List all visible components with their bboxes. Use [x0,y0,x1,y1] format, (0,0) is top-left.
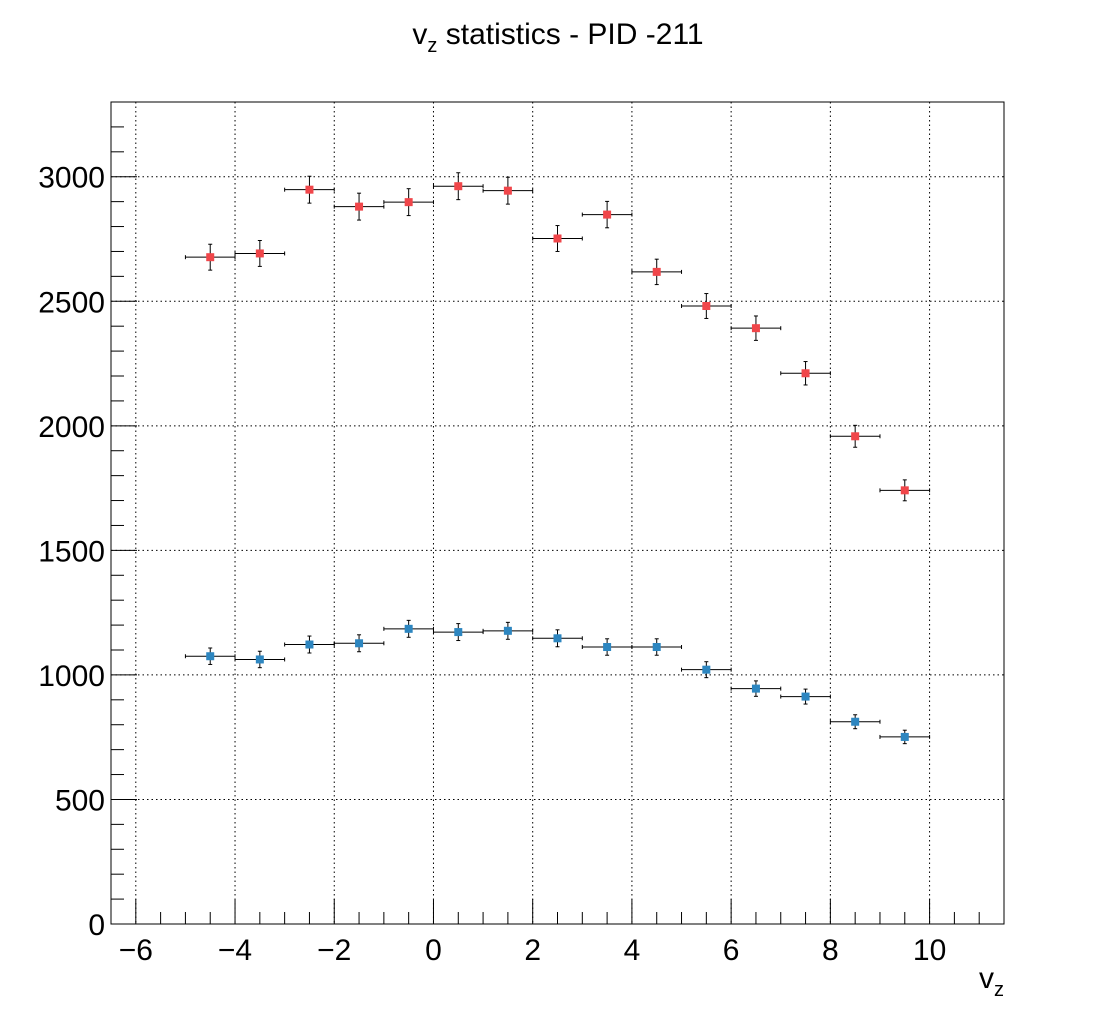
marker [305,185,314,194]
data-point [333,634,385,653]
marker [801,692,810,701]
y-tick-label: 1000 [38,660,105,693]
data-point [730,680,782,697]
data-point [681,293,732,319]
data-point [284,635,335,654]
marker [305,640,314,649]
marker [702,665,711,674]
x-tick-label: 2 [524,934,541,967]
marker [652,267,661,276]
y-tick-label: 1500 [38,535,105,568]
data-point [631,638,683,656]
data-point [432,623,484,642]
series-layer [184,172,931,745]
marker [603,210,612,219]
series-2 [184,619,931,745]
data-point [730,315,782,341]
y-tick-label: 0 [88,909,105,942]
marker [702,302,711,311]
chart-title-sub: z [427,35,437,57]
marker [553,634,562,643]
data-point [681,661,732,679]
x-tick-label: −2 [317,934,351,967]
x-axis-title: vz [979,962,1004,1001]
data-point [482,176,534,205]
data-point [184,647,236,665]
data-point [234,650,286,669]
marker [503,186,512,195]
y-tick-label: 500 [55,784,105,817]
x-tick-label: 6 [723,934,740,967]
x-axis-title-base: v [979,962,994,995]
marker [206,652,215,661]
data-point [184,243,236,271]
marker [404,198,413,207]
chart-title-rest: statistics - PID -211 [437,18,703,51]
marker [404,624,413,633]
marker [751,684,760,693]
marker [255,249,264,258]
series-1 [184,172,931,502]
data-point [829,714,881,730]
marker [900,732,909,741]
data-point [383,619,434,638]
chart-title-base: v [412,18,427,51]
marker [454,182,463,191]
x-tick-label: −6 [119,934,153,967]
marker [255,655,264,664]
data-point [532,629,583,648]
marker [355,202,364,211]
y-tick-label: 2000 [38,411,105,444]
x-tick-label: 8 [822,934,839,967]
marker [603,643,612,652]
data-point [284,175,335,204]
data-point [631,258,683,286]
data-point [333,192,385,221]
chart-title: vz statistics - PID -211 [412,18,703,57]
y-tick-label: 2500 [38,286,105,319]
data-point [581,638,633,656]
data-point [234,239,286,267]
marker [553,234,562,243]
axis-ticks: −6 −4 −2 0 2 4 6 8 10 0 500 1000 1500 2000 2500 3000 [38,101,1005,967]
data-point [780,688,831,705]
data-point [829,424,881,448]
x-axis-title-sub: z [994,979,1004,1001]
data-point [482,621,534,640]
data-point [581,200,633,229]
marker [801,369,810,378]
data-point [432,172,484,201]
marker [503,626,512,635]
grid [111,102,1004,924]
marker [355,639,364,648]
marker [851,717,860,726]
marker [652,643,661,652]
x-tick-label: 4 [624,934,641,967]
data-point [879,729,931,745]
marker [900,486,909,495]
data-point [532,225,583,252]
data-point [879,479,931,502]
marker [206,253,215,262]
x-tick-label: 0 [425,934,442,967]
x-tick-label: −4 [218,934,252,967]
y-tick-label: 3000 [38,162,105,195]
data-point [780,361,831,386]
marker [851,432,860,441]
marker [454,628,463,637]
data-point [383,188,434,217]
x-tick-label: 10 [913,934,946,967]
marker [751,324,760,333]
